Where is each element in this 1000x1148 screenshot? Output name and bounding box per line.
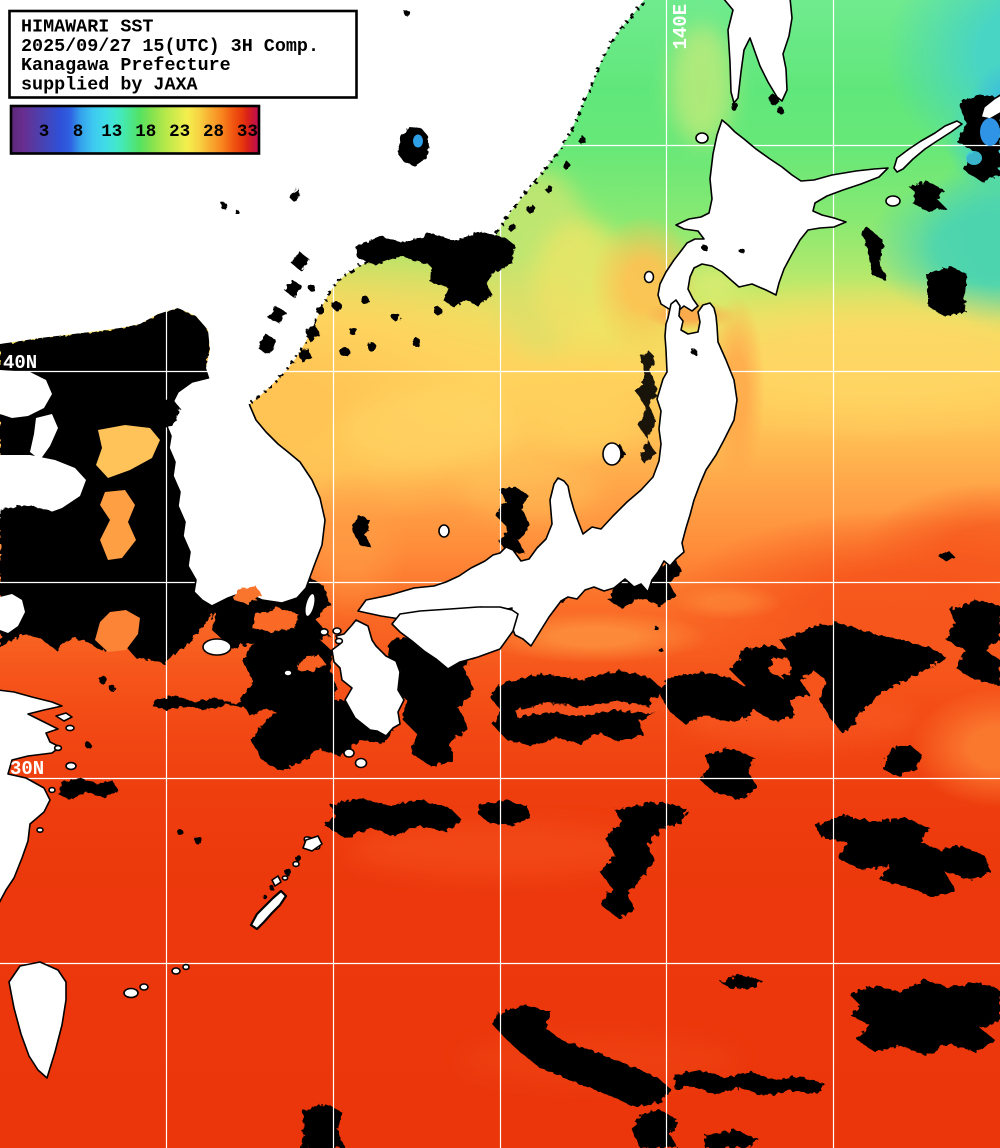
svg-text:18: 18: [135, 122, 156, 142]
svg-text:Kanagawa Prefecture: Kanagawa Prefecture: [21, 55, 231, 76]
svg-text:2025/09/27 15(UTC) 3H Comp.: 2025/09/27 15(UTC) 3H Comp.: [21, 36, 319, 57]
svg-text:30N: 30N: [10, 758, 44, 780]
svg-text:8: 8: [73, 122, 84, 142]
svg-text:13: 13: [101, 122, 122, 142]
svg-text:140E: 140E: [670, 4, 692, 50]
svg-text:23: 23: [169, 122, 190, 142]
svg-text:28: 28: [203, 122, 224, 142]
svg-text:33: 33: [237, 122, 258, 142]
svg-text:supplied by JAXA: supplied by JAXA: [21, 74, 199, 95]
svg-text:40N: 40N: [3, 352, 37, 374]
svg-text:3: 3: [39, 122, 50, 142]
svg-text:HIMAWARI SST: HIMAWARI SST: [21, 17, 153, 38]
